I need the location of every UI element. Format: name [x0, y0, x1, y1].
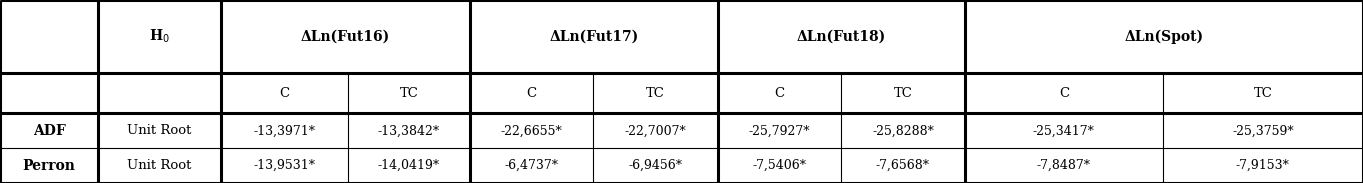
Text: -25,8288*: -25,8288* [872, 124, 934, 137]
Text: ΔLn(Fut18): ΔLn(Fut18) [797, 30, 886, 44]
Text: Unit Root: Unit Root [127, 124, 192, 137]
Text: -13,3842*: -13,3842* [378, 124, 440, 137]
Text: -7,6568*: -7,6568* [876, 159, 930, 172]
Text: H$_0$: H$_0$ [149, 28, 170, 45]
Text: -13,9531*: -13,9531* [254, 159, 315, 172]
Text: ΔLn(Fut16): ΔLn(Fut16) [301, 30, 390, 44]
Text: -22,6655*: -22,6655* [500, 124, 563, 137]
Text: -7,8487*: -7,8487* [1037, 159, 1090, 172]
Text: TC: TC [894, 87, 912, 100]
Text: -6,9456*: -6,9456* [628, 159, 683, 172]
Text: Unit Root: Unit Root [127, 159, 192, 172]
Text: C: C [526, 87, 537, 100]
Text: -25,3759*: -25,3759* [1232, 124, 1293, 137]
Text: -25,3417*: -25,3417* [1033, 124, 1094, 137]
Text: C: C [774, 87, 785, 100]
Text: -25,7927*: -25,7927* [748, 124, 811, 137]
Text: Perron: Perron [23, 159, 75, 173]
Text: TC: TC [399, 87, 418, 100]
Text: TC: TC [646, 87, 665, 100]
Text: ΔLn(Spot): ΔLn(Spot) [1124, 29, 1204, 44]
Text: -22,7007*: -22,7007* [624, 124, 687, 137]
Text: -6,4737*: -6,4737* [504, 159, 559, 172]
Text: C: C [279, 87, 289, 100]
Text: ΔLn(Fut17): ΔLn(Fut17) [549, 30, 639, 44]
Text: TC: TC [1254, 87, 1272, 100]
Text: -7,9153*: -7,9153* [1236, 159, 1289, 172]
Text: ADF: ADF [33, 124, 65, 138]
Text: -13,3971*: -13,3971* [254, 124, 315, 137]
Text: -7,5406*: -7,5406* [752, 159, 807, 172]
Text: C: C [1059, 87, 1069, 100]
Text: -14,0419*: -14,0419* [378, 159, 440, 172]
